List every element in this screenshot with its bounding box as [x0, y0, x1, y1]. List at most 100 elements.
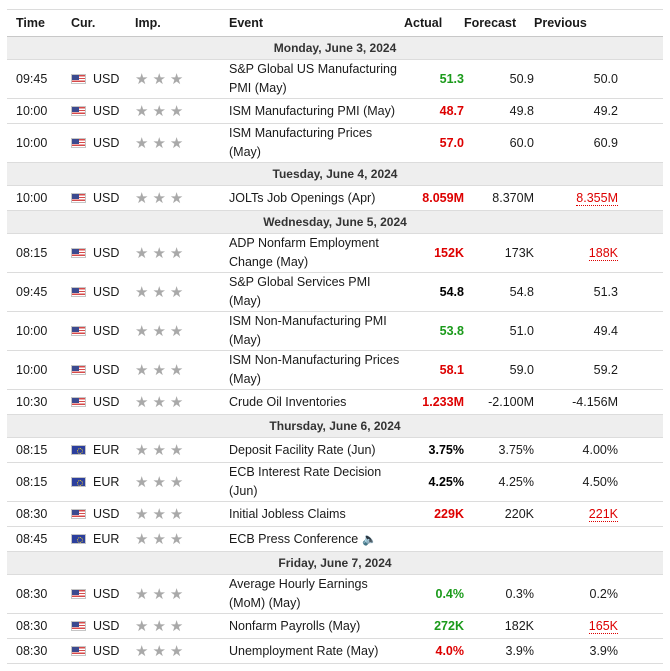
header-actual[interactable]: Actual — [404, 9, 464, 37]
us-flag-icon — [71, 365, 86, 375]
event-time: 08:15 — [7, 462, 71, 502]
importance-stars-icon: ★★★ — [135, 643, 188, 660]
currency-code: USD — [93, 136, 120, 150]
event-row[interactable]: 08:30 USD ★★★ Unemployment Rate (May) 4.0% 3.… — [7, 638, 663, 664]
header-time[interactable]: Time — [7, 9, 71, 37]
actual-value: 54.8 — [404, 272, 464, 312]
actual-value: 51.3 — [404, 59, 464, 99]
previous-value: 4.00% — [582, 443, 618, 457]
day-label: Tuesday, June 4, 2024 — [7, 162, 663, 186]
previous-value[interactable]: 8.355M — [576, 191, 618, 206]
event-cell[interactable]: Average Hourly Earnings (MoM) (May) — [229, 574, 404, 614]
event-row[interactable]: 08:30 USD ★★★ Average Hourly Earnings (MoM)… — [7, 574, 663, 614]
event-name[interactable]: ISM Non-Manufacturing Prices (May) — [229, 353, 400, 386]
event-cell[interactable]: ISM Manufacturing Prices (May) — [229, 123, 404, 163]
event-row[interactable]: 08:45 EUR ★★★ ECB Press Conference 🔈 — [7, 526, 663, 552]
currency-cell: USD — [71, 613, 135, 639]
previous-value[interactable]: 221K — [588, 507, 618, 522]
header-previous[interactable]: Previous — [534, 9, 663, 37]
event-time: 08:30 — [7, 501, 71, 527]
event-cell[interactable]: ECB Interest Rate Decision (Jun) — [229, 462, 404, 502]
event-name[interactable]: Deposit Facility Rate (Jun) — [229, 442, 376, 457]
previous-value[interactable]: 165K — [588, 619, 618, 634]
us-flag-icon — [71, 509, 86, 519]
event-name[interactable]: ISM Non-Manufacturing PMI (May) — [229, 314, 387, 347]
event-row[interactable]: 08:15 EUR ★★★ Deposit Facility Rate (Jun) 3.… — [7, 437, 663, 463]
event-name[interactable]: ADP Nonfarm Employment Change (May) — [229, 236, 379, 269]
event-row[interactable]: 10:00 USD ★★★ ISM Non-Manufacturing Prices … — [7, 350, 663, 390]
event-name[interactable]: ISM Manufacturing PMI (May) — [229, 103, 396, 118]
event-cell[interactable]: ISM Non-Manufacturing Prices (May) — [229, 350, 404, 390]
currency-cell: USD — [71, 501, 135, 527]
event-row[interactable]: 10:00 USD ★★★ ISM Manufacturing PMI (May) 48… — [7, 98, 663, 124]
event-name[interactable]: S&P Global Services PMI (May) — [229, 275, 371, 308]
event-cell[interactable]: Initial Jobless Claims — [229, 501, 404, 527]
event-name[interactable]: ECB Interest Rate Decision (Jun) — [229, 465, 382, 498]
header-event[interactable]: Event — [229, 9, 404, 37]
event-name[interactable]: ECB Press Conference — [229, 531, 359, 546]
currency-code: USD — [93, 619, 120, 633]
event-name[interactable]: Initial Jobless Claims — [229, 506, 346, 521]
importance-stars-icon: ★★★ — [135, 586, 188, 603]
us-flag-icon — [71, 589, 86, 599]
event-name[interactable]: Unemployment Rate (May) — [229, 643, 379, 658]
event-cell[interactable]: ISM Manufacturing PMI (May) — [229, 98, 404, 124]
event-cell[interactable]: S&P Global US Manufacturing PMI (May) — [229, 59, 404, 99]
currency: USD — [71, 395, 135, 409]
calendar-body: Monday, June 3, 2024 09:45 USD ★★★ S&P Globa… — [7, 36, 663, 664]
actual-value: 3.75% — [404, 437, 464, 463]
event-cell[interactable]: Deposit Facility Rate (Jun) — [229, 437, 404, 463]
forecast-value: 8.370M — [464, 185, 534, 211]
currency-cell: USD — [71, 123, 135, 163]
importance-cell: ★★★ — [135, 638, 229, 664]
currency-code: EUR — [93, 443, 120, 457]
previous-cell: -4.156M — [534, 389, 663, 415]
event-name[interactable]: ISM Manufacturing Prices (May) — [229, 126, 373, 159]
header-forecast[interactable]: Forecast — [464, 9, 534, 37]
header-currency[interactable]: Cur. — [71, 9, 135, 37]
us-flag-icon — [71, 326, 86, 336]
event-cell[interactable]: JOLTs Job Openings (Apr) — [229, 185, 404, 211]
event-row[interactable]: 09:45 USD ★★★ S&P Global Services PMI (May)… — [7, 272, 663, 312]
event-row[interactable]: 08:15 USD ★★★ ADP Nonfarm Employment Change… — [7, 233, 663, 273]
event-time: 08:30 — [7, 638, 71, 664]
currency-code: USD — [93, 285, 120, 299]
event-row[interactable]: 09:45 USD ★★★ S&P Global US Manufacturing P… — [7, 59, 663, 99]
event-cell[interactable]: ISM Non-Manufacturing PMI (May) — [229, 311, 404, 351]
previous-cell: 49.2 — [534, 98, 663, 124]
header-importance[interactable]: Imp. — [135, 9, 229, 37]
importance-cell: ★★★ — [135, 526, 229, 552]
event-cell[interactable]: ADP Nonfarm Employment Change (May) — [229, 233, 404, 273]
currency: EUR — [71, 532, 135, 546]
event-cell[interactable]: Nonfarm Payrolls (May) — [229, 613, 404, 639]
event-name[interactable]: Crude Oil Inventories — [229, 394, 347, 409]
importance-cell: ★★★ — [135, 437, 229, 463]
event-time: 08:30 — [7, 613, 71, 639]
event-name[interactable]: S&P Global US Manufacturing PMI (May) — [229, 62, 397, 95]
event-row[interactable]: 10:00 USD ★★★ ISM Manufacturing Prices (May… — [7, 123, 663, 163]
event-name[interactable]: Nonfarm Payrolls (May) — [229, 618, 361, 633]
speaker-icon[interactable]: 🔈 — [362, 531, 378, 546]
event-name[interactable]: JOLTs Job Openings (Apr) — [229, 190, 376, 205]
previous-value[interactable]: 188K — [588, 246, 618, 261]
event-cell[interactable]: S&P Global Services PMI (May) — [229, 272, 404, 312]
previous-cell: 188K — [534, 233, 663, 273]
event-cell[interactable]: Unemployment Rate (May) — [229, 638, 404, 664]
event-name[interactable]: Average Hourly Earnings (MoM) (May) — [229, 577, 368, 610]
event-row[interactable]: 08:30 USD ★★★ Nonfarm Payrolls (May) 272K 182… — [7, 613, 663, 639]
event-row[interactable]: 10:00 USD ★★★ ISM Non-Manufacturing PMI (Ma… — [7, 311, 663, 351]
currency: USD — [71, 285, 135, 299]
event-cell[interactable]: Crude Oil Inventories — [229, 389, 404, 415]
day-header-row: Friday, June 7, 2024 — [7, 551, 663, 575]
event-row[interactable]: 10:30 USD ★★★ Crude Oil Inventories 1.233M -2… — [7, 389, 663, 415]
event-cell[interactable]: ECB Press Conference 🔈 — [229, 526, 404, 552]
event-row[interactable]: 10:00 USD ★★★ JOLTs Job Openings (Apr) 8.059… — [7, 185, 663, 211]
importance-cell: ★★★ — [135, 59, 229, 99]
currency-cell: EUR — [71, 437, 135, 463]
previous-value: 59.2 — [593, 363, 618, 377]
actual-value: 1.233M — [404, 389, 464, 415]
us-flag-icon — [71, 287, 86, 297]
event-time: 10:00 — [7, 185, 71, 211]
event-row[interactable]: 08:15 EUR ★★★ ECB Interest Rate Decision (J… — [7, 462, 663, 502]
event-row[interactable]: 08:30 USD ★★★ Initial Jobless Claims 229K 220… — [7, 501, 663, 527]
